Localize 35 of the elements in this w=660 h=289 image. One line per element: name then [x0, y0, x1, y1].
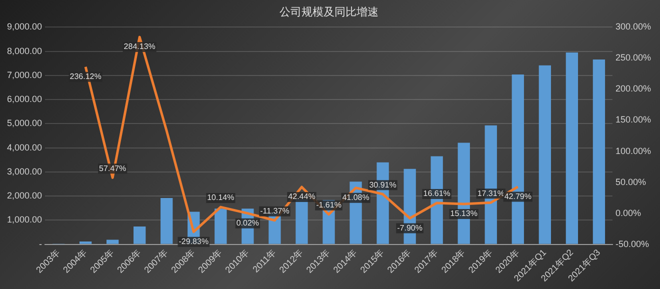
- y2-tick-label: 100.00%: [615, 146, 651, 156]
- y-tick-label: 8,000.00: [6, 46, 42, 56]
- y-tick-label: 6,000.00: [6, 94, 42, 104]
- data-label: -7.90%: [397, 223, 422, 232]
- y-tick-label: 1,000.00: [6, 214, 42, 225]
- data-label: 15.13%: [450, 209, 478, 218]
- y2-tick-label: 200.00%: [615, 84, 651, 94]
- data-label: 10.14%: [207, 193, 234, 202]
- data-label: 41.08%: [342, 193, 370, 202]
- y2-tick-label: 250.00%: [615, 52, 651, 63]
- data-label: 42.44%: [288, 192, 316, 202]
- y-tick-label: -: [39, 238, 42, 249]
- y-tick-label: 3,000.00: [6, 166, 42, 176]
- data-label: 0.02%: [236, 218, 260, 228]
- data-label: 30.91%: [369, 180, 396, 190]
- data-label: -1.61%: [316, 200, 342, 210]
- y-tick-label: 2,000.00: [6, 190, 42, 201]
- data-label: 57.47%: [99, 164, 126, 173]
- data-label: 236.12%: [70, 72, 102, 82]
- y-tick-label: 7,000.00: [6, 70, 42, 80]
- data-label: 42.79%: [504, 192, 532, 201]
- data-label: -11.37%: [260, 206, 290, 216]
- y-tick-label: 9,000.00: [6, 22, 42, 32]
- y2-tick-label: 150.00%: [615, 114, 651, 125]
- data-label: -29.83%: [178, 237, 209, 246]
- chart-title: 公司规模及同比增速: [280, 5, 378, 18]
- y-tick-label: 5,000.00: [6, 118, 42, 128]
- y-tick-label: 4,000.00: [6, 142, 42, 152]
- data-label: 16.61%: [423, 189, 450, 198]
- y2-tick-label: 0.00%: [615, 208, 641, 218]
- y2-tick-label: 50.00%: [615, 176, 646, 187]
- data-label: 284.13%: [124, 42, 156, 52]
- y2-tick-label: 300.00%: [615, 22, 651, 32]
- data-label: 17.31%: [477, 188, 504, 198]
- y2-tick-label: -50.00%: [615, 238, 649, 249]
